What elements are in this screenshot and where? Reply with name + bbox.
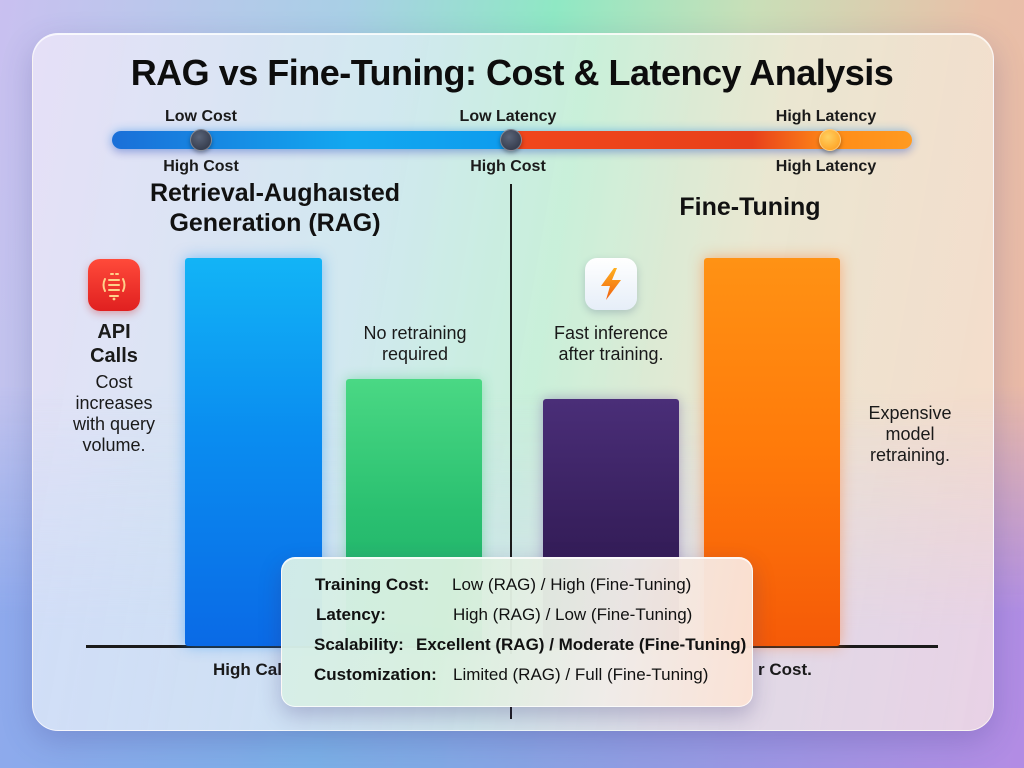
slider-knob-high-latency[interactable] xyxy=(819,129,841,151)
rag-title-line1: Retrieval-Aughaısted xyxy=(149,179,401,207)
slider-knob-low-latency[interactable] xyxy=(500,129,522,151)
note-line: retraining. xyxy=(869,445,951,465)
chart-title: RAG vs Fine-Tuning: Cost & Latency Analy… xyxy=(130,52,894,93)
rag-section-title: Retrieval-Aughaısted Generation (RAG) xyxy=(110,178,440,238)
slider-label-bottom: High Cost xyxy=(470,158,546,175)
note-line: Fast inference xyxy=(553,323,669,343)
slider-knob-low-cost[interactable] xyxy=(190,129,212,151)
section-divider xyxy=(510,184,512,654)
slider-label-top: Low Latency xyxy=(459,108,557,125)
expensive-retraining-note: Expensive model retraining. xyxy=(855,403,965,466)
note-line: required xyxy=(381,344,449,364)
rag-axis-label: High Cal xyxy=(213,660,282,679)
summary-value: Low (RAG) / High (Fine-Tuning) xyxy=(452,575,692,594)
api-calls-icon xyxy=(88,259,140,311)
note-line: model xyxy=(885,424,935,444)
summary-key: Latency: xyxy=(316,605,386,624)
lightning-icon xyxy=(585,258,637,310)
slider-label-bottom: High Latency xyxy=(775,158,877,175)
note-line: increases xyxy=(75,393,153,413)
api-title-line1: API xyxy=(97,321,131,343)
api-title-line2: Calls xyxy=(90,345,138,367)
note-line: after training. xyxy=(558,344,664,364)
bolt-glyph-icon xyxy=(601,268,621,300)
summary-key: Customization: xyxy=(314,665,437,684)
fast-inference-note: Fast inference after training. xyxy=(536,323,686,365)
note-line: No retraining xyxy=(363,323,467,343)
slider-label-bottom: High Cost xyxy=(163,158,239,175)
summary-value: High (RAG) / Low (Fine-Tuning) xyxy=(453,605,693,624)
note-line: Expensive xyxy=(868,403,952,423)
api-calls-title: API Calls xyxy=(80,320,148,368)
ft-axis-label: r Cost. xyxy=(758,660,812,679)
summary-value: Limited (RAG) / Full (Fine-Tuning) xyxy=(453,665,709,684)
signal-list-icon xyxy=(102,273,126,301)
summary-value: Excellent (RAG) / Moderate (Fine-Tuning) xyxy=(416,635,747,654)
slider-label-top: Low Cost xyxy=(165,108,237,125)
note-line: volume. xyxy=(82,435,146,455)
note-line: with query xyxy=(72,414,156,434)
summary-panel: Training Cost: Low (RAG) / High (Fine-Tu… xyxy=(281,557,753,707)
section-divider-tick xyxy=(510,705,512,719)
note-line: Cost xyxy=(95,372,133,392)
summary-key: Training Cost: xyxy=(315,575,430,594)
no-retraining-note: No retraining required xyxy=(340,323,490,365)
summary-key: Scalability: xyxy=(314,635,404,654)
slider-label-top: High Latency xyxy=(775,108,877,125)
rag-title-line2: Generation (RAG) xyxy=(169,209,381,237)
api-calls-note: Cost increases with query volume. xyxy=(64,372,164,456)
ft-section-title: Fine-Tuning xyxy=(679,193,821,221)
